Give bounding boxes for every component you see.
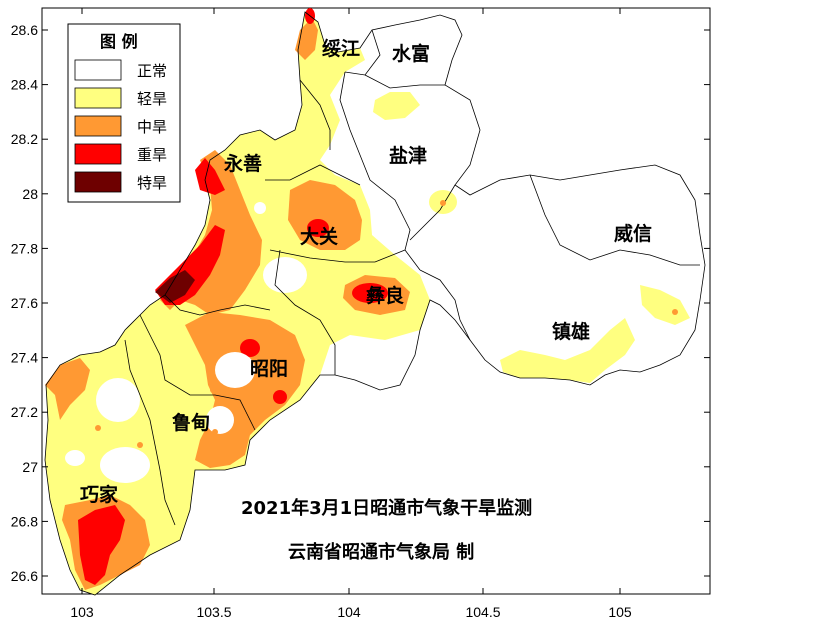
map-credit: 云南省昭通市气象局 制 (288, 541, 474, 563)
city-marker (95, 425, 101, 431)
y-tick-label: 27 (22, 459, 38, 475)
light-drought-zone-zhenxiong (500, 318, 635, 383)
boundary-suijiang-shuifu (344, 29, 381, 76)
severe-drought-qiaojia (78, 505, 125, 585)
y-tick-label: 28.6 (11, 22, 38, 38)
severe-drought-daguan-spot (307, 219, 329, 237)
normal-patch-qiaojia1 (96, 378, 140, 422)
y-tick-label: 28.4 (11, 77, 38, 93)
boundary-weixin-zhenxiong (529, 174, 700, 266)
boundary-zhaoyang-yiliang (274, 249, 336, 375)
light-drought-zone-yanjin-top (373, 92, 420, 120)
axes: 103 103.5 104 104.5 105 28.6 28.4 28.2 28 27.8 27.… (11, 8, 710, 620)
county-boundaries (44, 11, 706, 596)
county-label: 水富 (392, 42, 430, 65)
city-marker (210, 387, 216, 393)
y-tick-label: 28.2 (11, 131, 38, 147)
boundary-outline (44, 11, 706, 596)
y-tick-label: 28 (22, 186, 38, 202)
legend-swatch (74, 115, 122, 137)
x-tick-label: 103 (70, 604, 94, 620)
light-drought-zone-west (45, 12, 430, 595)
normal-patch-ludian (206, 406, 234, 434)
legend-label: 特旱 (137, 174, 167, 192)
x-tick-label: 105 (608, 604, 632, 620)
city-marker (212, 429, 218, 435)
y-tick-label: 27.4 (11, 350, 38, 366)
y-tick-label: 27.8 (11, 240, 38, 256)
legend-label: 重旱 (137, 146, 167, 164)
x-tick-label: 104 (337, 604, 361, 620)
severe-drought-yiliang-spot (352, 283, 388, 303)
city-marker (672, 309, 678, 315)
y-tick-label: 26.6 (11, 568, 38, 584)
county-label: 昭阳 (250, 358, 288, 380)
normal-patch-daguan (263, 257, 307, 293)
county-label: 绥江 (322, 37, 360, 60)
severe-drought-zhaoyang-spot2 (273, 390, 287, 404)
legend-swatch (74, 143, 122, 165)
boundary-yiliang-zhenxiong (419, 269, 471, 341)
county-label: 彝良 (366, 284, 404, 307)
boundary-ludian-qiaojia (124, 339, 176, 526)
severe-drought-yongshan-north (195, 158, 225, 195)
boundary-yanjin-weixin (409, 184, 456, 241)
boundary-yongshan-daguan (265, 164, 361, 186)
normal-patch-qiaojia2 (100, 447, 150, 483)
city-marker (440, 200, 446, 206)
legend-label: 中旱 (137, 118, 167, 136)
normal-patch-qiaojia3 (65, 450, 85, 466)
county-label: 威信 (614, 222, 652, 245)
boundary-zhaoyang-ludian (139, 314, 256, 431)
county-label: 大关 (300, 225, 338, 248)
light-drought-zone-weixin (640, 285, 690, 325)
y-tick-label: 27.2 (11, 404, 38, 420)
x-tick-label: 104.5 (465, 604, 500, 620)
boundary-suijiang-yongshan (299, 79, 331, 150)
county-labels: 绥江 水富 盐津 永善 大关 威信 彝良 镇雄 昭阳 鲁甸 巧家 (80, 37, 652, 506)
x-tick-label: 103.5 (196, 604, 231, 620)
legend-title: 图 例 (100, 32, 138, 51)
y-tick-label: 27.6 (11, 295, 38, 311)
city-markers (95, 200, 678, 448)
county-label: 永善 (223, 152, 262, 175)
boundary-daguan-yiliang (269, 249, 421, 271)
county-label: 巧家 (80, 483, 119, 506)
boundary-shuifu-yanjin (364, 74, 445, 89)
county-label: 盐津 (389, 144, 427, 167)
legend-swatch (74, 59, 122, 81)
legend-label: 正常 (137, 62, 167, 80)
legend-swatch (74, 87, 122, 109)
severe-drought-zhaoyang-spot1 (240, 339, 260, 357)
y-tick-label: 26.8 (11, 513, 38, 529)
boundary-yongshan-zhaoyang (164, 294, 271, 316)
map-title: 2021年3月1日昭通市气象干旱监测 (241, 497, 532, 519)
moderate-drought-daguan (288, 180, 362, 250)
boundary-yanjin-daguan (339, 71, 411, 251)
normal-patch-zhaoyang (215, 352, 255, 388)
moderate-drought-qiaojia (45, 358, 90, 420)
normal-patch-yongshan (254, 202, 266, 214)
legend-swatch (74, 171, 122, 193)
moderate-drought-suijiang (295, 18, 318, 60)
county-label: 鲁甸 (171, 411, 210, 434)
county-label: 镇雄 (552, 320, 590, 343)
legend-label: 轻旱 (137, 90, 167, 108)
city-marker (137, 442, 143, 448)
